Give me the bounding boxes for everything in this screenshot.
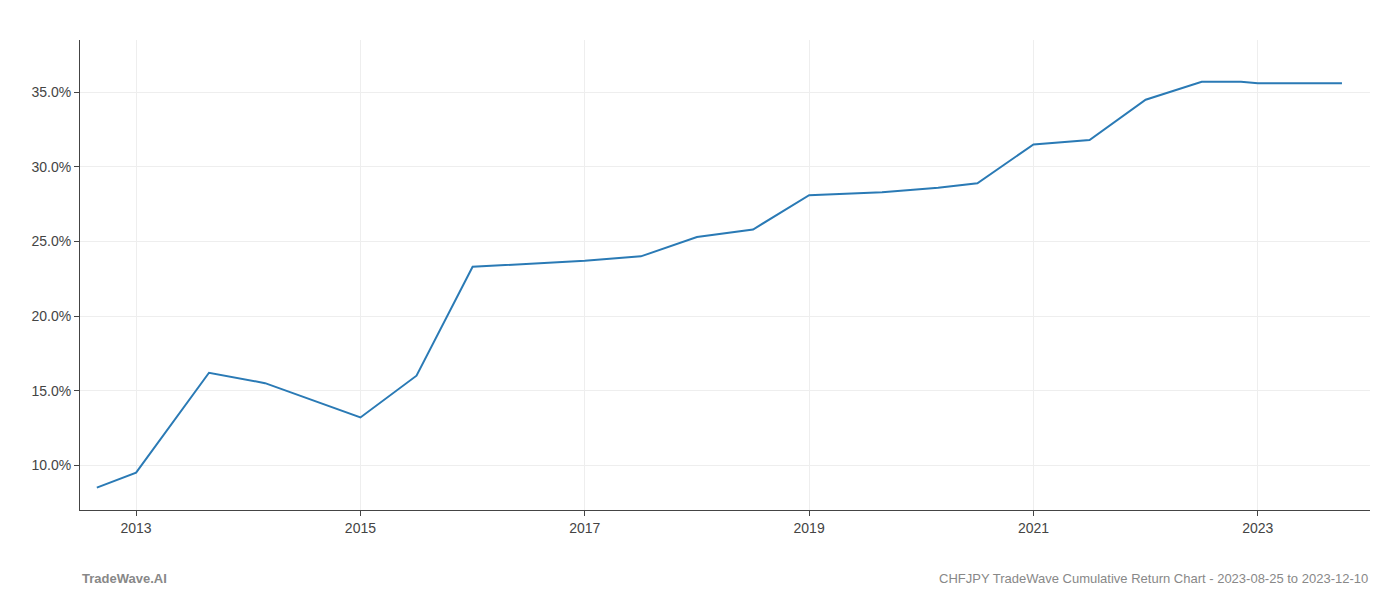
svg-text:35.0%: 35.0% <box>31 84 71 100</box>
svg-text:10.0%: 10.0% <box>31 457 71 473</box>
svg-text:2021: 2021 <box>1018 520 1049 536</box>
svg-text:2017: 2017 <box>569 520 600 536</box>
svg-text:2019: 2019 <box>794 520 825 536</box>
svg-text:30.0%: 30.0% <box>31 159 71 175</box>
svg-text:15.0%: 15.0% <box>31 383 71 399</box>
svg-text:2013: 2013 <box>121 520 152 536</box>
svg-text:TradeWave.AI: TradeWave.AI <box>82 571 167 586</box>
svg-text:CHFJPY TradeWave Cumulative Re: CHFJPY TradeWave Cumulative Return Chart… <box>939 571 1368 586</box>
svg-text:25.0%: 25.0% <box>31 233 71 249</box>
svg-text:2023: 2023 <box>1242 520 1273 536</box>
svg-text:2015: 2015 <box>345 520 376 536</box>
svg-text:20.0%: 20.0% <box>31 308 71 324</box>
